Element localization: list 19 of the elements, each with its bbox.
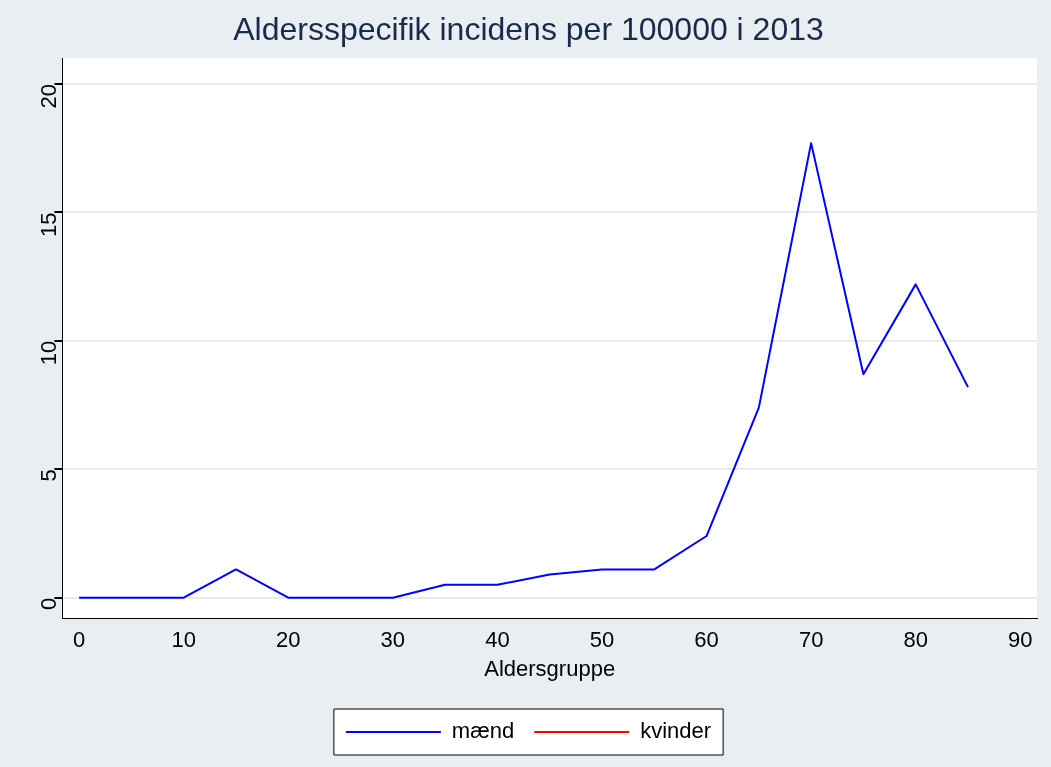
y-tick-label: 5 (36, 469, 62, 482)
y-tick-label: 0 (36, 597, 62, 610)
x-tick-label: 60 (694, 627, 719, 653)
y-tick-label: 20 (36, 84, 62, 109)
y-tick-label: 10 (36, 340, 62, 366)
x-tick-label: 30 (380, 627, 406, 653)
x-tick-label: 70 (798, 627, 824, 653)
x-tick-label: 80 (903, 627, 928, 653)
x-tick-label: 20 (276, 627, 301, 653)
x-tick-label: 50 (589, 627, 615, 653)
chart-title: Aldersspecifik incidens per 100000 i 2013 (233, 11, 824, 48)
x-tick-label: 90 (1008, 627, 1033, 653)
legend-label: kvinder (640, 718, 712, 744)
x-axis-title: Aldersgruppe (484, 655, 616, 681)
x-tick-label: 10 (171, 627, 196, 653)
x-tick-label: 0 (73, 627, 86, 653)
legend-label: mænd (451, 718, 515, 744)
x-tick-label: 40 (485, 627, 510, 653)
y-tick-label: 15 (36, 212, 62, 237)
